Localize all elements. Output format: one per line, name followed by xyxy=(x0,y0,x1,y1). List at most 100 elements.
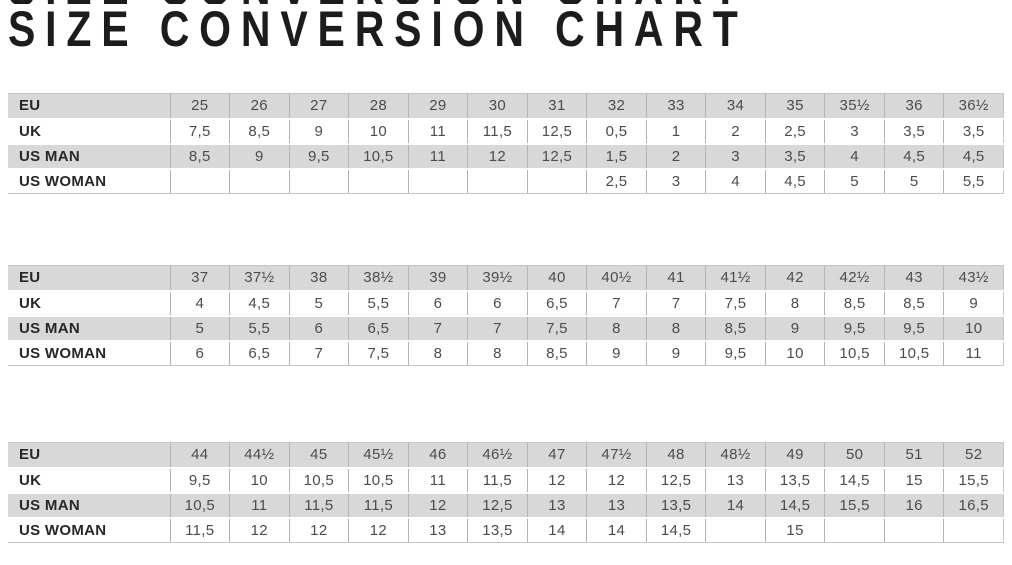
size-cell: 14 xyxy=(705,492,766,519)
size-cell: 4 xyxy=(705,168,766,194)
size-cell: 10,5 xyxy=(883,340,944,366)
size-cell: 14,5 xyxy=(764,492,825,519)
size-cell: 3,5 xyxy=(764,143,825,170)
size-cell: 12,5 xyxy=(467,492,528,519)
size-cell: 13 xyxy=(407,517,468,543)
size-cell: 27 xyxy=(288,93,349,120)
size-cell: 7 xyxy=(645,290,706,317)
size-cell: 15 xyxy=(764,517,825,543)
size-cell: 37 xyxy=(169,265,230,292)
row-label: US MAN xyxy=(8,143,170,170)
size-cell: 5 xyxy=(288,290,349,317)
table-row-uk: UK 4 4,5 5 5,5 6 6 6,5 7 7 7,5 8 8,5 8,5 9 xyxy=(8,290,1004,317)
size-cell: 32 xyxy=(586,93,647,120)
size-cell xyxy=(943,517,1004,543)
size-cell: 34 xyxy=(705,93,766,120)
size-cell: 6 xyxy=(288,315,349,342)
size-cell: 50 xyxy=(824,442,885,469)
size-cell: 4,5 xyxy=(764,168,825,194)
size-cell: 9 xyxy=(645,340,706,366)
size-cell: 7,5 xyxy=(705,290,766,317)
size-cell: 6,5 xyxy=(348,315,409,342)
size-cell: 3 xyxy=(824,118,885,145)
size-cell: 11,5 xyxy=(467,118,528,145)
table-row-uk: UK 9,5 10 10,5 10,5 11 11,5 12 12 12,5 13 13,5 14,5 1… xyxy=(8,467,1004,494)
size-cell: 11 xyxy=(407,467,468,494)
size-cell: 46 xyxy=(407,442,468,469)
size-cell: 8,5 xyxy=(526,340,587,366)
size-cell: 4 xyxy=(824,143,885,170)
size-cell: 43½ xyxy=(943,265,1004,292)
size-cell: 8 xyxy=(586,315,647,342)
size-cell: 29 xyxy=(407,93,468,120)
size-cell: 4 xyxy=(169,290,230,317)
size-cell: 5 xyxy=(883,168,944,194)
size-cell: 6,5 xyxy=(229,340,290,366)
size-cell: 3,5 xyxy=(943,118,1004,145)
size-cell: 13 xyxy=(526,492,587,519)
size-cell: 12 xyxy=(467,143,528,170)
size-cell xyxy=(169,168,230,194)
size-cell: 14,5 xyxy=(824,467,885,494)
size-cell xyxy=(288,168,349,194)
size-cell: 6 xyxy=(467,290,528,317)
size-cell: 37½ xyxy=(229,265,290,292)
size-cell: 15 xyxy=(883,467,944,494)
size-cell: 8,5 xyxy=(229,118,290,145)
size-cell: 48 xyxy=(645,442,706,469)
size-cell: 8 xyxy=(764,290,825,317)
size-cell: 25 xyxy=(169,93,230,120)
table-row-us-woman: US WOMAN 6 6,5 7 7,5 8 8 8,5 9 9 9,5 10 10,5 10,5 11 xyxy=(8,340,1004,366)
size-cell: 39½ xyxy=(467,265,528,292)
size-cell: 5,5 xyxy=(943,168,1004,194)
size-cell: 42½ xyxy=(824,265,885,292)
size-cell: 47 xyxy=(526,442,587,469)
row-label: UK xyxy=(8,118,170,145)
size-cell: 10 xyxy=(229,467,290,494)
size-cell: 41½ xyxy=(705,265,766,292)
size-cell: 7 xyxy=(288,340,349,366)
table-row-us-woman: US WOMAN 2,5 3 4 4,5 5 5 5,5 xyxy=(8,168,1004,194)
size-cell: 8 xyxy=(467,340,528,366)
size-cell: 12 xyxy=(586,467,647,494)
size-cell: 0,5 xyxy=(586,118,647,145)
size-cell: 41 xyxy=(645,265,706,292)
size-cell: 12,5 xyxy=(526,143,587,170)
row-label: US WOMAN xyxy=(8,168,170,194)
size-cell: 38½ xyxy=(348,265,409,292)
size-cell: 45 xyxy=(288,442,349,469)
size-cell: 7,5 xyxy=(169,118,230,145)
row-label: EU xyxy=(8,93,170,120)
size-cell: 5 xyxy=(169,315,230,342)
size-cell: 42 xyxy=(764,265,825,292)
size-cell: 7 xyxy=(407,315,468,342)
size-cell: 10,5 xyxy=(288,467,349,494)
size-cell: 44½ xyxy=(229,442,290,469)
size-cell: 14 xyxy=(526,517,587,543)
table-row-uk: UK 7,5 8,5 9 10 11 11,5 12,5 0,5 1 2 2,5 3 3,5 3,5 xyxy=(8,118,1004,145)
size-cell: 11 xyxy=(943,340,1004,366)
size-cell: 12,5 xyxy=(526,118,587,145)
size-cell: 11 xyxy=(229,492,290,519)
size-cell: 1,5 xyxy=(586,143,647,170)
size-table-upper: EU 25 26 27 28 29 30 31 32 33 34 35 35½ 36 36½ UK 7,5 8,5… xyxy=(8,93,1004,194)
size-cell: 8 xyxy=(407,340,468,366)
size-cell: 7,5 xyxy=(348,340,409,366)
size-cell: 47½ xyxy=(586,442,647,469)
size-cell: 11,5 xyxy=(467,467,528,494)
cropped-text: SIZE CONVERSION CHART xyxy=(8,0,738,4)
table-row-eu: EU 37 37½ 38 38½ 39 39½ 40 40½ 41 41½ 42 42½ 43 43½ xyxy=(8,265,1004,292)
size-cell: 13,5 xyxy=(467,517,528,543)
row-label: US MAN xyxy=(8,492,170,519)
size-cell: 7,5 xyxy=(526,315,587,342)
size-cell: 5,5 xyxy=(229,315,290,342)
size-cell: 10,5 xyxy=(169,492,230,519)
size-cell: 7 xyxy=(467,315,528,342)
size-cell: 3 xyxy=(705,143,766,170)
size-cell xyxy=(705,517,766,543)
table-row-us-woman: US WOMAN 11,5 12 12 12 13 13,5 14 14 14,5 15 xyxy=(8,517,1004,543)
size-cell: 28 xyxy=(348,93,409,120)
size-cell: 30 xyxy=(467,93,528,120)
size-cell: 12 xyxy=(288,517,349,543)
size-cell: 11,5 xyxy=(288,492,349,519)
